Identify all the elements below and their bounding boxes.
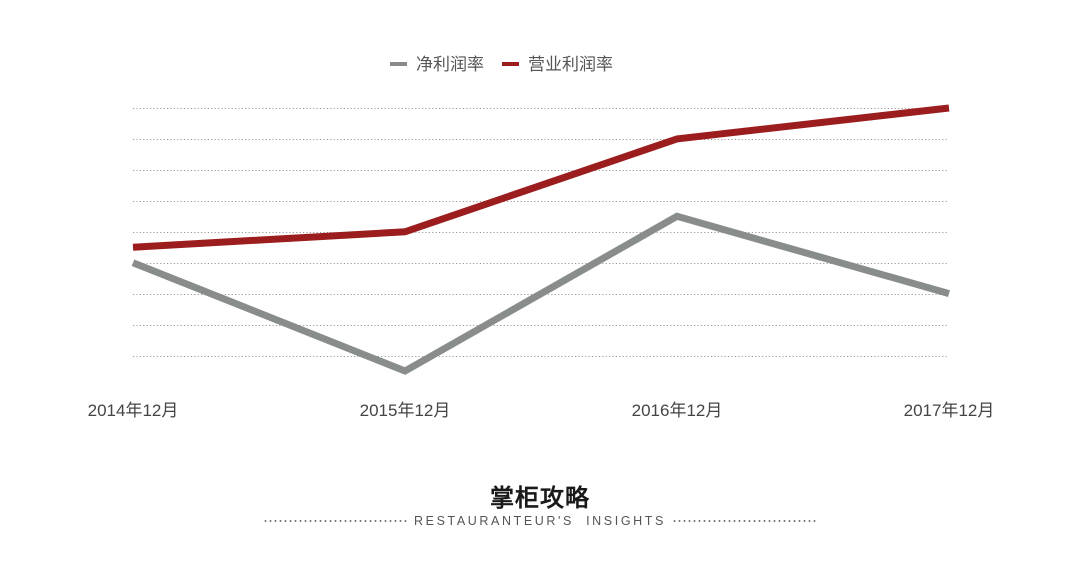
x-tick-label-0: 2014年12月 xyxy=(88,401,179,420)
series-line-0 xyxy=(131,212,950,375)
x-tick-label-3: 2017年12月 xyxy=(904,401,995,420)
series-line-1 xyxy=(132,104,950,251)
legend-label-1: 营业利润率 xyxy=(528,55,613,75)
x-tick-label-1: 2015年12月 xyxy=(360,401,451,420)
chart-gridlines xyxy=(133,108,949,357)
x-tick-label-2: 2016年12月 xyxy=(632,401,723,420)
chart-series xyxy=(131,104,950,375)
brand-tagline-row: RESTAURANTEUR'S INSIGHTS xyxy=(0,514,1080,528)
tagline-dots-right xyxy=(671,520,817,522)
legend-label-0: 净利润率 xyxy=(416,55,484,75)
x-axis-ticks: 2014年12月 2015年12月 2016年12月 2017年12月 xyxy=(88,401,995,420)
brand-tagline: RESTAURANTEUR'S INSIGHTS xyxy=(414,514,666,528)
chart-legend: 净利润率 营业利润率 xyxy=(390,55,613,75)
brand-logo-text: 掌柜攻略 xyxy=(490,484,590,512)
tagline-dots-left xyxy=(263,520,409,522)
